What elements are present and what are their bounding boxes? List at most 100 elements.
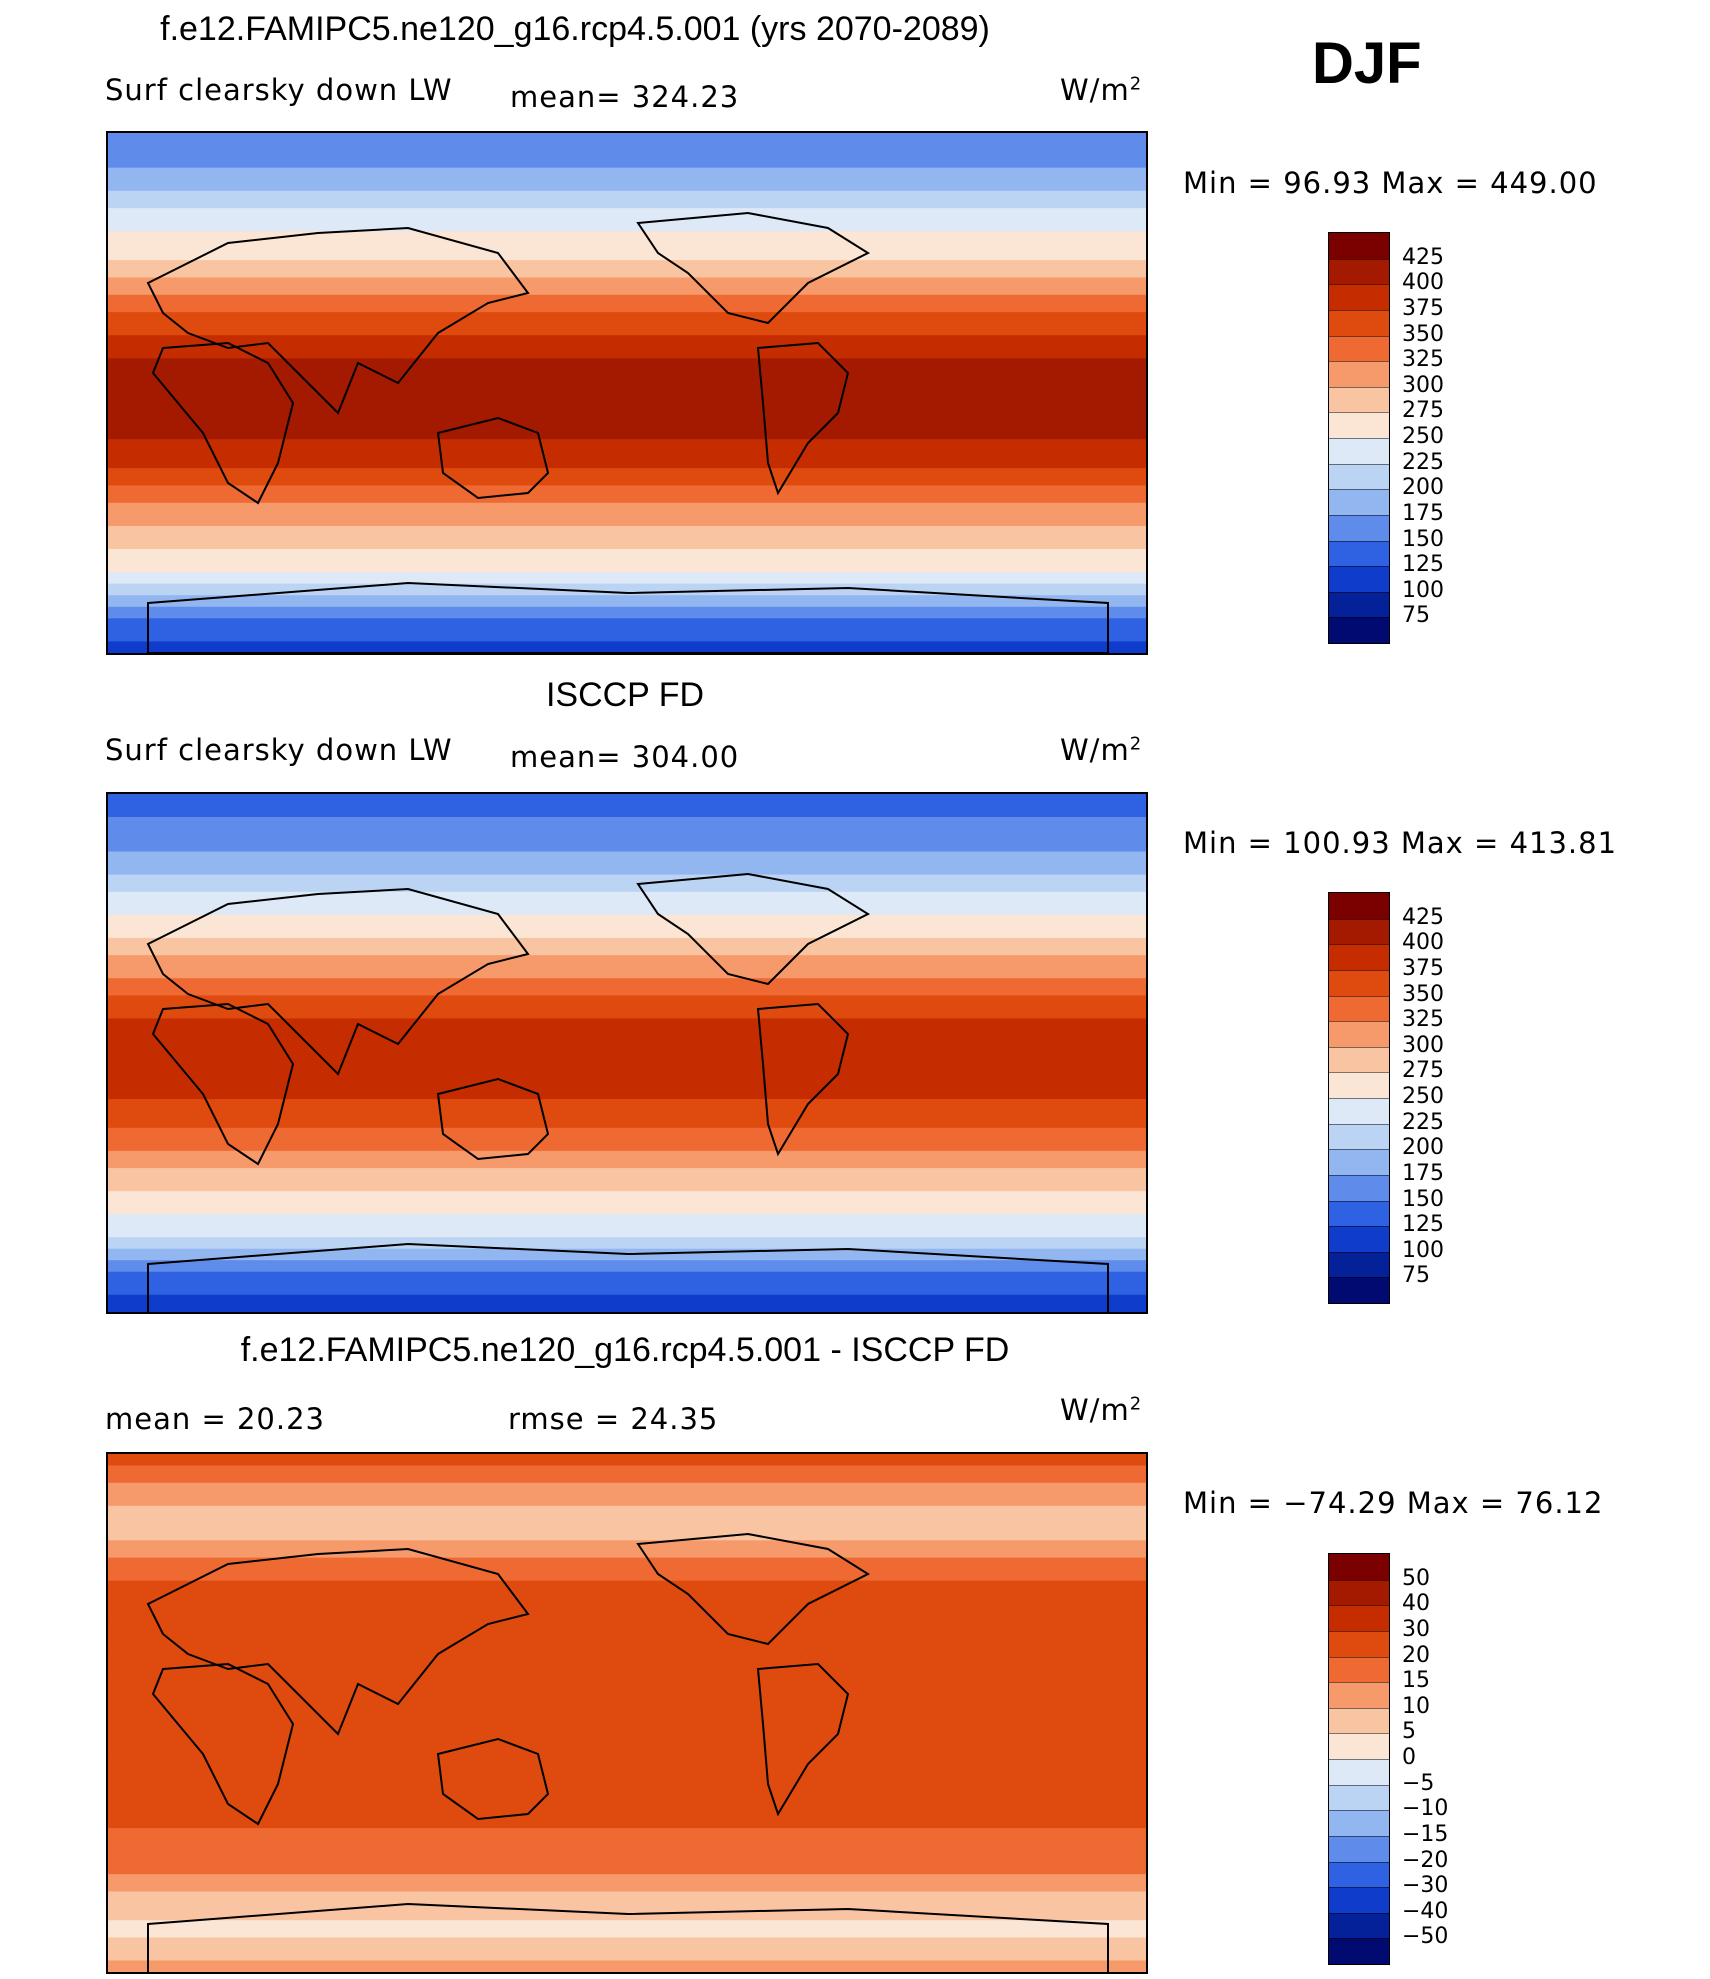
colorbar-tick-label: 20 bbox=[1402, 1642, 1430, 1668]
colorbar-swatch bbox=[1329, 591, 1389, 618]
map-band bbox=[108, 1759, 1146, 1766]
map-band bbox=[108, 364, 1146, 371]
map-band bbox=[108, 317, 1146, 325]
panel-1-variable-label: Surf clearsky down LW bbox=[105, 73, 453, 107]
map-band bbox=[108, 1736, 1146, 1743]
map-band bbox=[108, 1770, 1146, 1777]
map-band bbox=[108, 1782, 1146, 1789]
map-band bbox=[108, 1966, 1146, 1972]
panel-2-colorbar bbox=[1328, 892, 1390, 1304]
panel-1-map bbox=[106, 131, 1148, 655]
map-band bbox=[108, 1219, 1146, 1227]
colorbar-swatch bbox=[1329, 386, 1389, 413]
map-band bbox=[108, 851, 1146, 858]
map-band bbox=[108, 427, 1146, 435]
map-band bbox=[108, 1638, 1146, 1645]
colorbar-swatch bbox=[1329, 1226, 1389, 1252]
map-band bbox=[108, 508, 1146, 515]
colorbar-swatch bbox=[1329, 1835, 1389, 1862]
colorbar-tick-label: 425 bbox=[1402, 244, 1444, 270]
colorbar-swatch bbox=[1329, 284, 1389, 310]
map-band bbox=[108, 1024, 1146, 1031]
map-band bbox=[108, 1546, 1146, 1553]
map-band bbox=[108, 1104, 1146, 1112]
map-band bbox=[108, 1897, 1146, 1904]
colorbar-tick-label: 100 bbox=[1402, 577, 1444, 603]
colorbar-swatch bbox=[1329, 1123, 1389, 1150]
colorbar-tick-label: −5 bbox=[1402, 1770, 1435, 1796]
map-band bbox=[108, 1173, 1146, 1181]
map-band bbox=[108, 1471, 1146, 1478]
map-band bbox=[108, 1070, 1146, 1077]
map-band bbox=[108, 1185, 1146, 1192]
colorbar-tick-label: 225 bbox=[1402, 1109, 1444, 1135]
map-band bbox=[108, 468, 1146, 475]
colorbar-swatch bbox=[1329, 1277, 1389, 1303]
map-band bbox=[108, 1793, 1146, 1800]
map-band bbox=[108, 1231, 1146, 1238]
map-band bbox=[108, 1237, 1146, 1244]
panel-1-colorbar bbox=[1328, 232, 1390, 644]
panel-3-rmse: rmse = 24.35 bbox=[508, 1402, 719, 1436]
colorbar-tick-label: 125 bbox=[1402, 552, 1444, 578]
coastline bbox=[436, 416, 550, 500]
map-band bbox=[108, 1012, 1146, 1020]
map-band bbox=[108, 1822, 1146, 1829]
map-band bbox=[108, 1465, 1146, 1472]
colorbar-tick-label: 275 bbox=[1402, 1058, 1444, 1084]
map-band bbox=[108, 845, 1146, 853]
colorbar-tick-label: 350 bbox=[1402, 321, 1444, 347]
map-band bbox=[108, 1563, 1146, 1570]
map-band bbox=[108, 1948, 1146, 1956]
map-band bbox=[108, 358, 1146, 365]
map-band bbox=[108, 1689, 1146, 1697]
colorbar-swatch bbox=[1329, 1938, 1389, 1964]
map-band bbox=[108, 572, 1146, 579]
map-band bbox=[108, 1133, 1146, 1140]
colorbar-swatch bbox=[1329, 438, 1389, 464]
map-band bbox=[108, 1041, 1146, 1048]
colorbar-tick-label: −40 bbox=[1402, 1898, 1449, 1924]
colorbar-swatch bbox=[1329, 514, 1389, 541]
map-band bbox=[108, 1191, 1146, 1198]
colorbar-swatch bbox=[1329, 1682, 1389, 1708]
map-band bbox=[108, 886, 1146, 893]
map-band bbox=[108, 294, 1146, 302]
map-band bbox=[108, 456, 1146, 463]
colorbar-tick-label: 200 bbox=[1402, 475, 1444, 501]
colorbar-tick-label: 400 bbox=[1402, 930, 1444, 956]
map-band bbox=[108, 1168, 1146, 1175]
map-band bbox=[108, 624, 1146, 631]
map-band bbox=[108, 196, 1146, 203]
colorbar-swatch bbox=[1329, 540, 1389, 567]
map-band bbox=[108, 635, 1146, 643]
map-band bbox=[108, 1574, 1146, 1582]
panel-1-units: W/m2 bbox=[1060, 73, 1143, 107]
panel-2-map bbox=[106, 792, 1148, 1314]
colorbar-swatch bbox=[1329, 566, 1389, 592]
map-band bbox=[108, 1816, 1146, 1823]
map-band bbox=[108, 1724, 1146, 1731]
map-band bbox=[108, 612, 1146, 619]
coastline bbox=[146, 1547, 530, 1736]
panel-1-mean: mean= 324.23 bbox=[510, 80, 740, 114]
map-band bbox=[108, 794, 1146, 801]
colorbar-tick-label: 75 bbox=[1402, 603, 1430, 629]
map-band bbox=[108, 983, 1146, 991]
map-band bbox=[108, 1609, 1146, 1616]
map-band bbox=[108, 283, 1146, 290]
map-band bbox=[108, 1156, 1146, 1163]
panel-3-colorbar bbox=[1328, 1553, 1390, 1965]
colorbar-swatch bbox=[1329, 1810, 1389, 1836]
map-band bbox=[108, 1145, 1146, 1152]
map-band bbox=[108, 629, 1146, 637]
map-band bbox=[108, 618, 1146, 625]
coastline bbox=[147, 1242, 1109, 1312]
coastline bbox=[636, 211, 871, 325]
map-band bbox=[108, 525, 1146, 533]
map-band bbox=[108, 1597, 1146, 1605]
map-band bbox=[108, 445, 1146, 452]
map-band bbox=[108, 1018, 1146, 1025]
map-band bbox=[108, 1001, 1146, 1008]
map-band bbox=[108, 840, 1146, 847]
